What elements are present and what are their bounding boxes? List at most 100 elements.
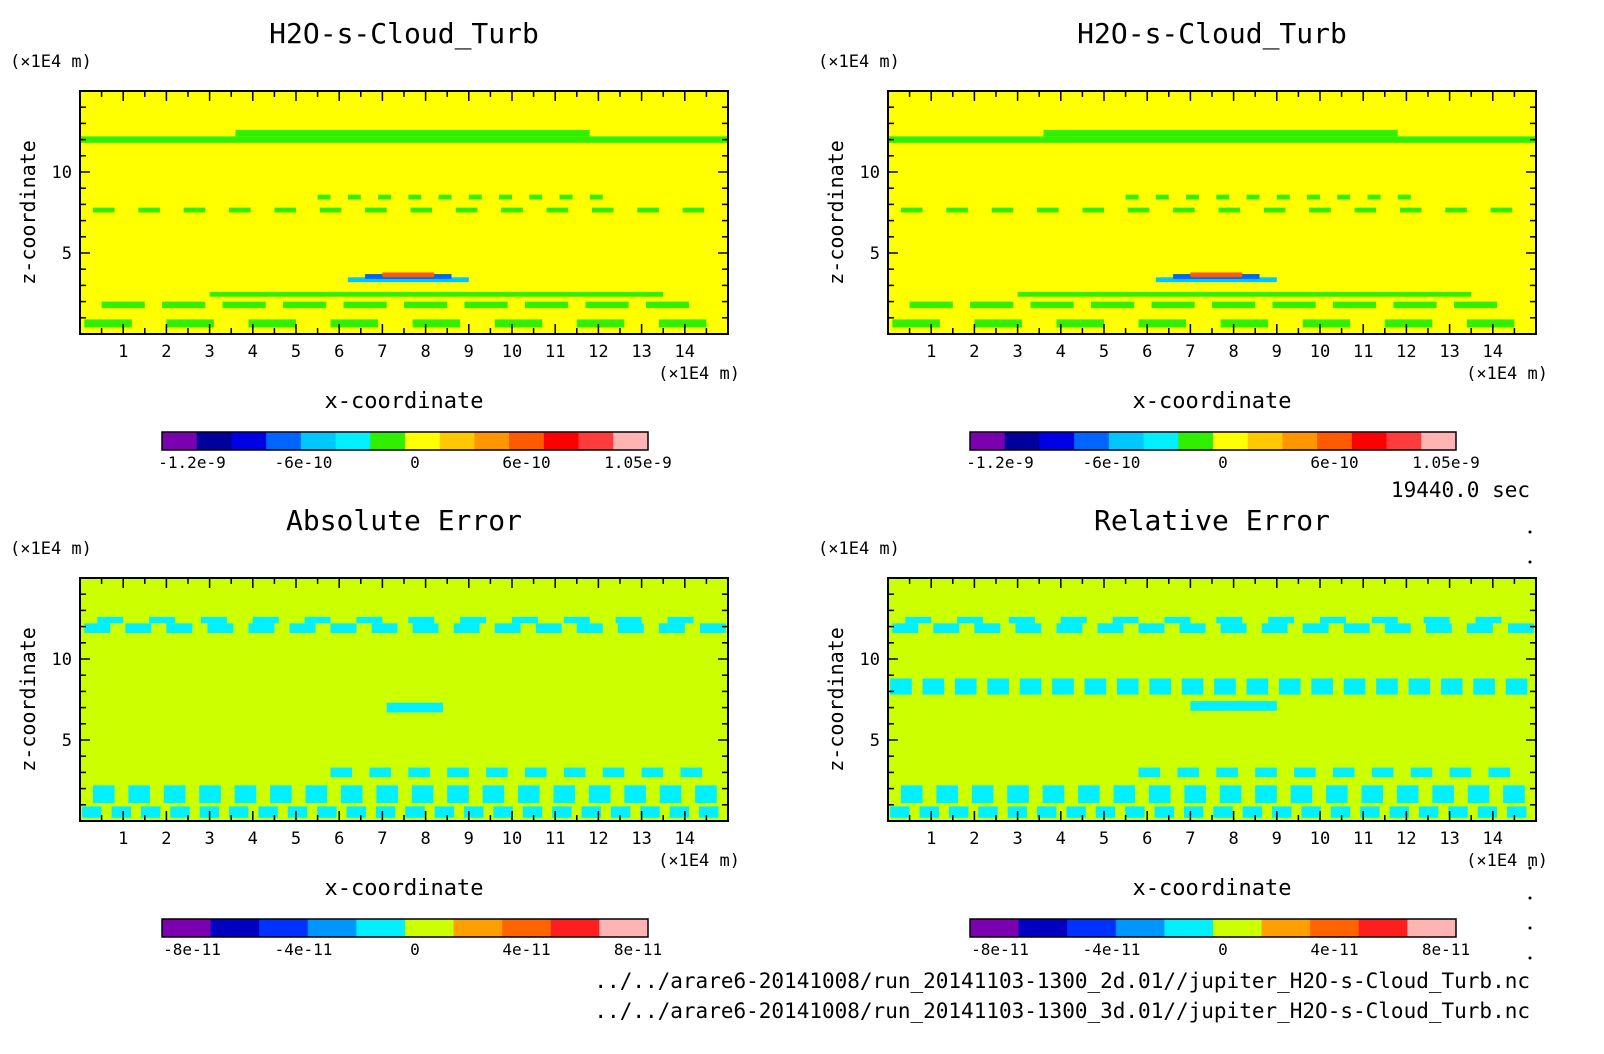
colorbar-tick-label: 8e-11: [1422, 940, 1470, 959]
low-noise: [518, 785, 540, 804]
low-noise: [1467, 785, 1490, 804]
colorbar-tick-label: -4e-11: [1083, 940, 1141, 959]
mid-band: [229, 207, 251, 213]
low-noise: [1154, 806, 1174, 818]
mid-noise: [1473, 678, 1495, 695]
x-tick-label: 7: [1185, 342, 1195, 362]
low-noise-top: [1371, 767, 1394, 778]
low-noise: [978, 806, 998, 818]
colorbar-frame: [969, 918, 1457, 938]
low-noise-top: [524, 767, 547, 778]
x-tick-label: 14: [675, 829, 695, 849]
upper-noise: [667, 616, 694, 624]
mid-band: [1218, 207, 1241, 213]
x-tick-label: 11: [1353, 342, 1373, 362]
upper-noise: [576, 623, 603, 634]
x-tick-label: 5: [1099, 342, 1109, 362]
colorbar-swatch: [1178, 432, 1214, 450]
low-noise-top: [486, 767, 508, 778]
x-tick-label: 4: [1056, 829, 1066, 849]
mid-band: [546, 207, 569, 213]
low-band: [494, 319, 543, 328]
low-band: [101, 301, 145, 309]
low-band: [1212, 301, 1256, 309]
low-band: [343, 301, 387, 309]
colorbar-tick-label: 8e-11: [614, 940, 662, 959]
colorbar-tick-label: 0: [410, 453, 420, 472]
low-band: [283, 301, 327, 309]
colorbar-swatch: [1407, 919, 1457, 937]
mid-band: [900, 207, 923, 213]
upper-noise: [97, 616, 124, 624]
colorbar: -8e-11 -4e-11 0 4e-11 8e-11: [969, 918, 1470, 959]
colorbar-swatch: [196, 432, 232, 450]
low-noise: [1326, 785, 1348, 804]
upper-noise: [252, 616, 279, 624]
colorbar-tick-label: 1.05e-9: [604, 453, 671, 472]
colorbar-tick-label: -8e-11: [971, 940, 1029, 959]
y-tick-label: 5: [870, 244, 880, 264]
file-path-3d: ../../arare6-20141008/run_20141103-1300_…: [594, 999, 1530, 1023]
x-axis-label: x-coordinate: [325, 876, 484, 901]
x-tick-label: 10: [502, 342, 522, 362]
low-noise: [376, 785, 398, 804]
chart-title: H2O-s-Cloud_Turb: [269, 17, 539, 51]
upper-noise: [563, 616, 590, 624]
mid-dots: [1367, 194, 1381, 200]
low-noise: [1361, 785, 1384, 804]
x-tick-label: 10: [1310, 829, 1330, 849]
low-noise: [1125, 806, 1145, 818]
low-band: [1272, 301, 1316, 309]
low-noise: [1290, 785, 1313, 804]
low-noise-top: [1255, 767, 1277, 778]
low-noise: [305, 785, 328, 804]
low-noise: [270, 785, 292, 804]
colorbar-swatch: [1317, 432, 1353, 450]
marker-dot: [1528, 530, 1532, 534]
mid-dots: [468, 194, 482, 200]
low-noise: [695, 785, 717, 804]
x-tick-label: 8: [1228, 829, 1238, 849]
mid-dots: [559, 194, 573, 200]
mid-band: [1082, 207, 1104, 213]
x-tick-label: 13: [1439, 829, 1459, 849]
x-tick-label: 14: [675, 342, 695, 362]
upper-noise: [1268, 616, 1295, 624]
low-noise: [624, 785, 646, 804]
x-tick-label: 3: [204, 342, 214, 362]
colorbar: -8e-11 -4e-11 0 4e-11 8e-11: [161, 918, 662, 959]
mid-noise: [890, 678, 912, 695]
chart-panel-3: Absolute Error(×1E4 m)1 2 3 4 5 6 7 8 9 10 11 12 13 1…: [10, 504, 740, 959]
mid-blob: [1190, 701, 1277, 711]
x-tick-label: 2: [161, 342, 171, 362]
low-noise-top: [369, 767, 392, 778]
low-noise: [1255, 785, 1277, 804]
colorbar-swatch: [405, 919, 455, 937]
y-unit-label: (×1E4 m): [818, 539, 900, 559]
mid-band: [1354, 207, 1377, 213]
upper-noise: [957, 616, 984, 624]
y-tick-label: 10: [52, 163, 72, 183]
colorbar-swatch: [439, 432, 475, 450]
mid-band: [1490, 207, 1513, 213]
mid-noise: [1440, 678, 1463, 695]
colorbar-swatch: [356, 919, 406, 937]
chart-title: Absolute Error: [286, 504, 522, 537]
low-noise: [669, 806, 690, 818]
y-axis-label: z-coordinate: [824, 627, 848, 772]
low-band: [1332, 301, 1377, 309]
low-noise: [482, 785, 505, 804]
mid-noise: [1019, 678, 1042, 695]
upper-noise: [1425, 623, 1452, 634]
x-tick-label: 1: [118, 829, 128, 849]
mid-dots: [347, 194, 361, 200]
low-band: [974, 319, 1022, 328]
field-structure: [888, 129, 1536, 328]
x-tick-label: 6: [1142, 829, 1152, 849]
low-noise: [229, 806, 249, 818]
low-noise: [92, 785, 115, 804]
colorbar-swatch: [1108, 432, 1145, 450]
mid-dots: [1216, 194, 1230, 200]
colorbar: -1.2e-9 -6e-10 0 6e-10 1.05e-9: [158, 431, 672, 472]
